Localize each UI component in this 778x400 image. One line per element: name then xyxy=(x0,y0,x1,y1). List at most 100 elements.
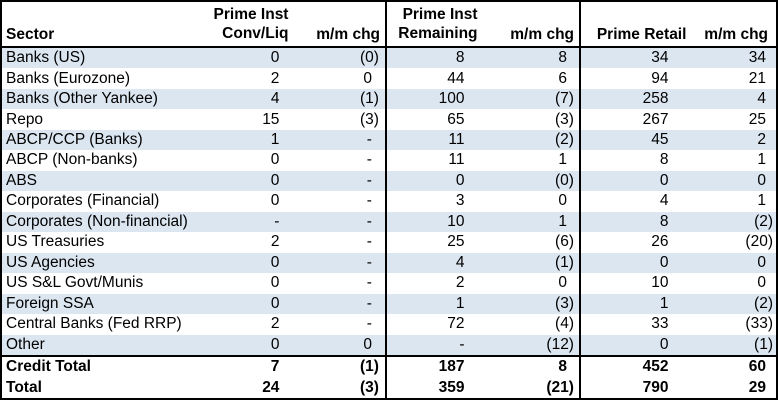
table-row: Central Banks (Fed RRP) 2 -72 (4) 33 (33) xyxy=(2,314,776,335)
value-cell: 0 xyxy=(558,274,567,292)
value-cell: 45 xyxy=(578,129,689,151)
value-cell: (20) xyxy=(745,233,773,251)
sector-cell: Foreign SSA xyxy=(6,294,94,312)
value-cell: - xyxy=(274,212,280,230)
value-cell: 1 xyxy=(384,293,480,315)
value-cell: (7) xyxy=(555,90,574,108)
value-cell: (6) xyxy=(555,233,574,251)
value-cell: 24 xyxy=(262,378,280,396)
table-row: Total 24 (3) 359 (21) 790 29 xyxy=(2,377,776,398)
value-cell: - xyxy=(366,294,372,312)
table-row: ABCP/CCP (Banks) 1 -11 (2) 45 2 xyxy=(2,129,776,151)
header-prime-inst-conv-liq-lines: Prime Inst Conv/Liq xyxy=(214,5,289,43)
value-cell: 1 xyxy=(578,293,689,315)
value-cell: (21) xyxy=(546,378,574,396)
value-cell: 258 xyxy=(578,88,689,110)
value-cell: (3) xyxy=(359,378,379,396)
value-cell: 29 xyxy=(748,378,767,396)
table-row: US S&L Govt/Munis 0 -2 0 10 0 xyxy=(2,273,776,294)
value-cell: 0 xyxy=(578,334,689,356)
sector-cell: Corporates (Non-financial) xyxy=(6,212,188,230)
value-cell: 0 xyxy=(757,274,766,292)
value-cell: 94 xyxy=(578,68,688,89)
header-prime-inst-remaining-lines: Prime Inst Remaining xyxy=(398,5,477,43)
value-cell: 7 xyxy=(270,358,280,376)
sector-cell: ABCP (Non-banks) xyxy=(6,151,138,169)
value-cell: (1) xyxy=(754,335,773,353)
table-row: Foreign SSA 0-1 (3) 1 (2) xyxy=(2,293,776,315)
value-cell: 1 xyxy=(757,192,766,210)
value-cell: - xyxy=(366,315,372,333)
sector-cell: ABCP/CCP (Banks) xyxy=(6,130,143,148)
table-row: Other 0 0- (12) 0 (1) xyxy=(2,334,776,356)
value-cell: 3 xyxy=(384,191,480,212)
value-cell: (3) xyxy=(555,110,574,128)
value-cell: 8 xyxy=(579,211,689,233)
value-cell: 34 xyxy=(748,49,766,67)
header-prime-retail: Prime Retail xyxy=(579,2,688,46)
table-row: Banks (Other Yankee) 4 (1) 100 (7) 258 4 xyxy=(2,88,776,110)
value-cell: 0 xyxy=(270,49,280,67)
value-cell: (1) xyxy=(359,358,379,376)
value-cell: 65 xyxy=(384,109,480,130)
value-cell: 1 xyxy=(270,130,280,148)
value-cell: - xyxy=(366,253,372,271)
sector-cell: US Treasuries xyxy=(6,233,105,251)
value-cell: (1) xyxy=(555,253,574,271)
value-cell: 0 xyxy=(270,253,280,271)
value-cell: 0 xyxy=(578,252,689,274)
value-cell: 2 xyxy=(270,233,280,251)
header-prime-inst-conv-liq: Prime Inst Conv/Liq xyxy=(206,2,291,46)
header-prime-inst-remaining-line2: Remaining xyxy=(398,25,478,42)
value-cell: 11 xyxy=(384,129,480,151)
table-row: US Treasuries 2 -25 (6) 26 (20) xyxy=(2,232,776,253)
value-cell: 790 xyxy=(578,377,689,398)
sector-cell: ABS xyxy=(6,171,38,189)
value-cell: - xyxy=(366,151,372,169)
value-cell: 359 xyxy=(384,377,480,398)
value-cell: 0 xyxy=(270,274,280,292)
value-cell: 1 xyxy=(558,151,567,169)
value-cell: - xyxy=(366,130,372,148)
header-prime-inst-remaining: Prime Inst Remaining xyxy=(385,2,480,46)
value-cell: (12) xyxy=(546,335,574,353)
value-cell: 6 xyxy=(558,69,567,87)
value-cell: 100 xyxy=(384,88,480,110)
table-row: ABCP (Non-banks) 0-11 1 8 1 xyxy=(2,150,776,171)
value-cell: 4 xyxy=(384,252,480,274)
value-cell: (2) xyxy=(555,130,574,148)
sector-cell: Other xyxy=(6,335,45,353)
value-cell: 1 xyxy=(757,151,766,169)
value-cell: 44 xyxy=(384,68,480,89)
value-cell: 25 xyxy=(384,232,480,253)
value-cell: 2 xyxy=(384,273,480,294)
value-cell: 8 xyxy=(558,358,567,376)
value-cell: 0 xyxy=(578,170,689,192)
value-cell: 0 xyxy=(270,151,280,169)
value-cell: 10 xyxy=(578,273,688,294)
value-cell: 34 xyxy=(578,48,689,69)
sector-cell: Central Banks (Fed RRP) xyxy=(6,315,182,333)
value-cell: (0) xyxy=(359,49,379,67)
value-cell: 1 xyxy=(558,212,567,230)
value-cell: - xyxy=(366,192,372,210)
value-cell: 33 xyxy=(578,314,689,335)
value-cell: 0 xyxy=(270,192,280,210)
sector-cell: Total xyxy=(6,378,42,396)
value-cell: 4 xyxy=(757,90,767,108)
value-cell: 0 xyxy=(270,294,280,312)
sector-cell: Corporates (Financial) xyxy=(6,192,160,210)
value-cell: 0 xyxy=(363,69,372,87)
value-cell: (33) xyxy=(745,315,773,333)
value-cell: 452 xyxy=(578,357,689,378)
header-prime-inst-conv-liq-line1: Prime Inst xyxy=(213,6,289,23)
table-row: Corporates (Non-financial) - -10 1 8 (2) xyxy=(2,211,776,233)
header-prime-inst-remaining-line1: Prime Inst xyxy=(402,6,478,23)
sector-cell: Banks (US) xyxy=(6,49,86,67)
value-cell: 0 xyxy=(363,335,372,353)
value-cell: 4 xyxy=(578,191,688,212)
value-cell: 8 xyxy=(384,48,480,69)
value-cell: 15 xyxy=(262,110,280,128)
value-cell: - xyxy=(366,171,372,189)
